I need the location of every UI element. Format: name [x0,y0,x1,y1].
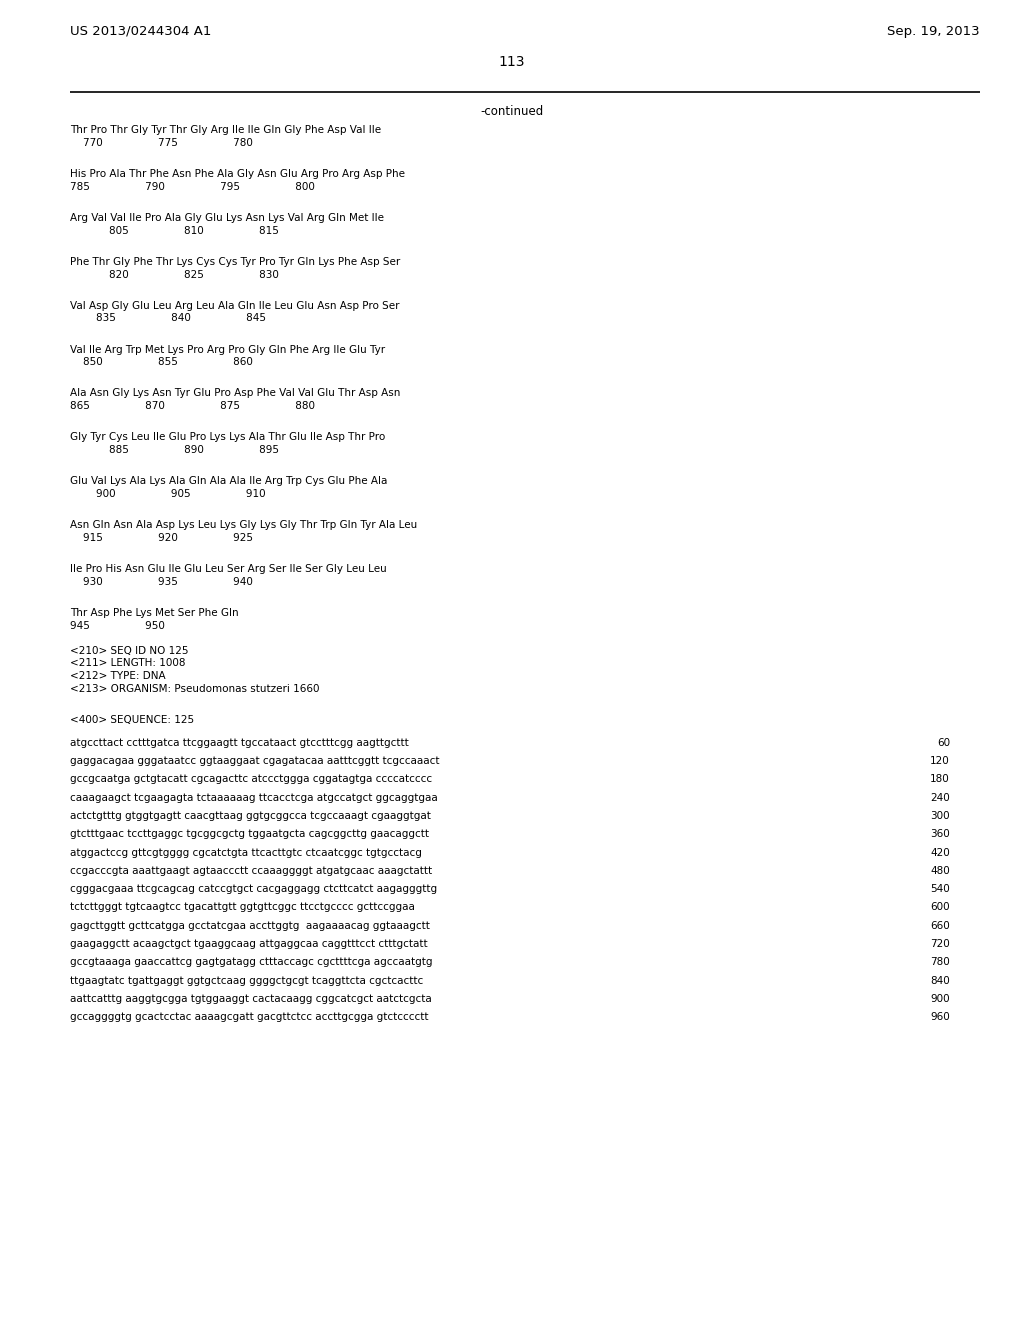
Text: Ile Pro His Asn Glu Ile Glu Leu Ser Arg Ser Ile Ser Gly Leu Leu: Ile Pro His Asn Glu Ile Glu Leu Ser Arg … [70,564,387,574]
Text: 780: 780 [930,957,950,968]
Text: gccgtaaaga gaaccattcg gagtgatagg ctttaccagc cgcttttcga agccaatgtg: gccgtaaaga gaaccattcg gagtgatagg ctttacc… [70,957,432,968]
Text: Thr Asp Phe Lys Met Ser Phe Gln: Thr Asp Phe Lys Met Ser Phe Gln [70,609,239,618]
Text: Gly Tyr Cys Leu Ile Glu Pro Lys Lys Ala Thr Glu Ile Asp Thr Pro: Gly Tyr Cys Leu Ile Glu Pro Lys Lys Ala … [70,433,385,442]
Text: 660: 660 [930,921,950,931]
Text: atggactccg gttcgtgggg cgcatctgta ttcacttgtc ctcaatcggc tgtgcctacg: atggactccg gttcgtgggg cgcatctgta ttcactt… [70,847,422,858]
Text: 820                 825                 830: 820 825 830 [70,269,279,280]
Text: 720: 720 [930,939,950,949]
Text: -continued: -continued [480,106,544,117]
Text: 945                 950: 945 950 [70,620,165,631]
Text: 480: 480 [930,866,950,876]
Text: <210> SEQ ID NO 125: <210> SEQ ID NO 125 [70,645,188,656]
Text: 113: 113 [499,55,525,69]
Text: Glu Val Lys Ala Lys Ala Gln Ala Ala Ile Arg Trp Cys Glu Phe Ala: Glu Val Lys Ala Lys Ala Gln Ala Ala Ile … [70,477,387,486]
Text: US 2013/0244304 A1: US 2013/0244304 A1 [70,25,211,38]
Text: gaagaggctt acaagctgct tgaaggcaag attgaggcaa caggtttcct ctttgctatt: gaagaggctt acaagctgct tgaaggcaag attgagg… [70,939,428,949]
Text: His Pro Ala Thr Phe Asn Phe Ala Gly Asn Glu Arg Pro Arg Asp Phe: His Pro Ala Thr Phe Asn Phe Ala Gly Asn … [70,169,406,180]
Text: Ala Asn Gly Lys Asn Tyr Glu Pro Asp Phe Val Val Glu Thr Asp Asn: Ala Asn Gly Lys Asn Tyr Glu Pro Asp Phe … [70,388,400,399]
Text: 540: 540 [930,884,950,894]
Text: aattcatttg aaggtgcgga tgtggaaggt cactacaagg cggcatcgct aatctcgcta: aattcatttg aaggtgcgga tgtggaaggt cactaca… [70,994,432,1005]
Text: actctgtttg gtggtgagtt caacgttaag ggtgcggcca tcgccaaagt cgaaggtgat: actctgtttg gtggtgagtt caacgttaag ggtgcgg… [70,810,431,821]
Text: ccgacccgta aaattgaagt agtaaccctt ccaaaggggt atgatgcaac aaagctattt: ccgacccgta aaattgaagt agtaaccctt ccaaagg… [70,866,432,876]
Text: 770                 775                 780: 770 775 780 [70,137,253,148]
Text: <400> SEQUENCE: 125: <400> SEQUENCE: 125 [70,715,195,725]
Text: 300: 300 [931,810,950,821]
Text: gtctttgaac tccttgaggc tgcggcgctg tggaatgcta cagcggcttg gaacaggctt: gtctttgaac tccttgaggc tgcggcgctg tggaatg… [70,829,429,840]
Text: 120: 120 [930,756,950,766]
Text: 900                 905                 910: 900 905 910 [70,488,265,499]
Text: 360: 360 [930,829,950,840]
Text: 865                 870                 875                 880: 865 870 875 880 [70,401,315,412]
Text: Thr Pro Thr Gly Tyr Thr Gly Arg Ile Ile Gln Gly Phe Asp Val Ile: Thr Pro Thr Gly Tyr Thr Gly Arg Ile Ile … [70,125,381,135]
Text: 900: 900 [931,994,950,1005]
Text: 60: 60 [937,738,950,748]
Text: 840: 840 [930,975,950,986]
Text: cgggacgaaa ttcgcagcag catccgtgct cacgaggagg ctcttcatct aagagggttg: cgggacgaaa ttcgcagcag catccgtgct cacgagg… [70,884,437,894]
Text: Phe Thr Gly Phe Thr Lys Cys Cys Tyr Pro Tyr Gln Lys Phe Asp Ser: Phe Thr Gly Phe Thr Lys Cys Cys Tyr Pro … [70,256,400,267]
Text: Sep. 19, 2013: Sep. 19, 2013 [888,25,980,38]
Text: 240: 240 [930,793,950,803]
Text: gaggacagaa gggataatcc ggtaaggaat cgagatacaa aatttcggtt tcgccaaact: gaggacagaa gggataatcc ggtaaggaat cgagata… [70,756,439,766]
Text: Val Asp Gly Glu Leu Arg Leu Ala Gln Ile Leu Glu Asn Asp Pro Ser: Val Asp Gly Glu Leu Arg Leu Ala Gln Ile … [70,301,399,310]
Text: Val Ile Arg Trp Met Lys Pro Arg Pro Gly Gln Phe Arg Ile Glu Tyr: Val Ile Arg Trp Met Lys Pro Arg Pro Gly … [70,345,385,355]
Text: gagcttggtt gcttcatgga gcctatcgaa accttggtg  aagaaaacag ggtaaagctt: gagcttggtt gcttcatgga gcctatcgaa accttgg… [70,921,430,931]
Text: caaagaagct tcgaagagta tctaaaaaag ttcacctcga atgccatgct ggcaggtgaa: caaagaagct tcgaagagta tctaaaaaag ttcacct… [70,793,437,803]
Text: 420: 420 [930,847,950,858]
Text: 180: 180 [930,775,950,784]
Text: atgccttact cctttgatca ttcggaagtt tgccataact gtcctttcgg aagttgcttt: atgccttact cctttgatca ttcggaagtt tgccata… [70,738,409,748]
Text: tctcttgggt tgtcaagtcc tgacattgtt ggtgttcggc ttcctgcccc gcttccggaa: tctcttgggt tgtcaagtcc tgacattgtt ggtgttc… [70,903,415,912]
Text: 885                 890                 895: 885 890 895 [70,445,279,455]
Text: ttgaagtatc tgattgaggt ggtgctcaag ggggctgcgt tcaggttcta cgctcacttc: ttgaagtatc tgattgaggt ggtgctcaag ggggctg… [70,975,423,986]
Text: 805                 810                 815: 805 810 815 [70,226,279,235]
Text: 600: 600 [931,903,950,912]
Text: 835                 840                 845: 835 840 845 [70,313,266,323]
Text: 960: 960 [930,1012,950,1022]
Text: 785                 790                 795                 800: 785 790 795 800 [70,182,314,191]
Text: <213> ORGANISM: Pseudomonas stutzeri 1660: <213> ORGANISM: Pseudomonas stutzeri 166… [70,684,319,694]
Text: 850                 855                 860: 850 855 860 [70,358,253,367]
Text: 915                 920                 925: 915 920 925 [70,533,253,543]
Text: gccgcaatga gctgtacatt cgcagacttc atccctggga cggatagtga ccccatcccc: gccgcaatga gctgtacatt cgcagacttc atccctg… [70,775,432,784]
Text: 930                 935                 940: 930 935 940 [70,577,253,587]
Text: <212> TYPE: DNA: <212> TYPE: DNA [70,671,166,681]
Text: <211> LENGTH: 1008: <211> LENGTH: 1008 [70,659,185,668]
Text: Arg Val Val Ile Pro Ala Gly Glu Lys Asn Lys Val Arg Gln Met Ile: Arg Val Val Ile Pro Ala Gly Glu Lys Asn … [70,213,384,223]
Text: Asn Gln Asn Ala Asp Lys Leu Lys Gly Lys Gly Thr Trp Gln Tyr Ala Leu: Asn Gln Asn Ala Asp Lys Leu Lys Gly Lys … [70,520,417,531]
Text: gccaggggtg gcactcctac aaaagcgatt gacgttctcc accttgcgga gtctcccctt: gccaggggtg gcactcctac aaaagcgatt gacgttc… [70,1012,428,1022]
